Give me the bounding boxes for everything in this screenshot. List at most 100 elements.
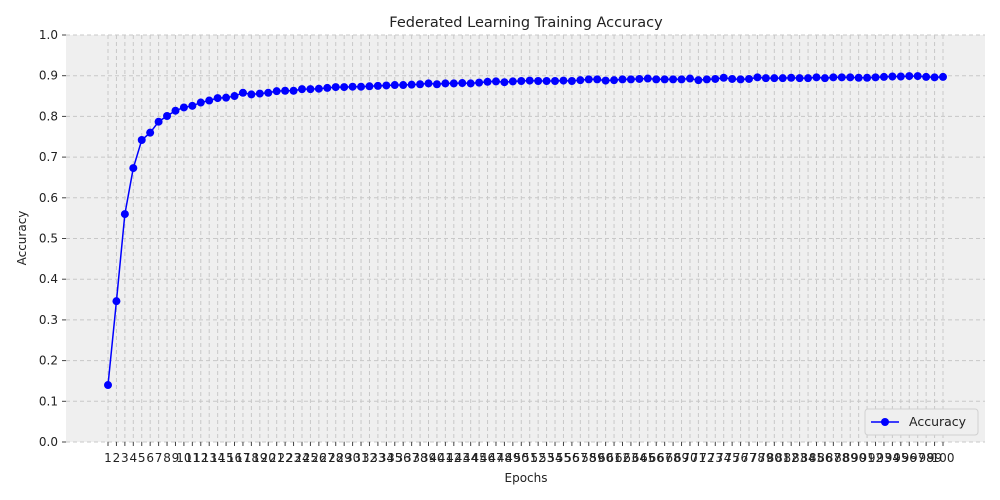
data-point [407,80,416,89]
x-tick-label: 97 [910,451,925,465]
y-tick-labels: 0.0 0.1 0.2 0.3 0.4 0.5 0.6 0.7 0.8 0.9 1.0 [39,28,66,449]
data-point [905,72,914,81]
x-tick-label: 8 [163,451,171,465]
x-tick-label: 83 [792,451,807,465]
data-point [820,74,829,83]
data-point [542,76,551,85]
y-tick-label: 0.9 [39,69,58,83]
data-point [281,86,290,95]
data-point [146,128,155,137]
data-point [517,76,526,85]
data-point [399,81,408,90]
x-tick-label: 3 [121,451,129,465]
accuracy-line [107,75,944,386]
data-point [854,73,863,82]
data-point [660,75,669,84]
x-tick-label: 82 [784,451,799,465]
data-point [551,76,560,85]
data-point [525,76,534,85]
x-tick-label: 81 [775,451,790,465]
data-point [188,101,197,110]
data-point [390,81,399,90]
data-point [129,164,138,173]
data-point [331,83,340,92]
x-tick-label: 34 [379,451,394,465]
x-tick-label: 44 [463,451,478,465]
x-tick-label: 24 [294,451,309,465]
x-tick-label: 23 [286,451,301,465]
data-point [896,72,905,81]
x-tick-label: 72 [699,451,714,465]
data-point [222,93,231,102]
x-tick-label: 86 [817,451,832,465]
data-point [939,72,947,81]
x-tick-label: 54 [547,451,562,465]
legend: Accuracy [864,408,979,436]
data-point [559,76,568,85]
data-point [306,85,315,94]
data-point [812,73,821,82]
x-tick-label: 74 [716,451,731,465]
data-point [154,117,163,126]
x-tick-label: 22 [277,451,292,465]
data-point [913,72,922,81]
x-tick-label: 49 [505,451,520,465]
data-point [618,75,627,84]
data-point [205,96,214,105]
x-tick-label: 70 [682,451,697,465]
data-point [196,98,205,107]
y-tick-label: 0.0 [39,435,58,449]
x-tick-label: 95 [893,451,908,465]
x-tick-label: 1 [104,451,112,465]
x-tick-label: 93 [876,451,891,465]
accuracy-markers [104,72,947,390]
data-point [171,106,180,115]
data-point [930,73,939,82]
legend-box [864,408,979,436]
data-point [264,88,273,97]
x-tick-label: 52 [531,451,546,465]
x-tick-label: 98 [918,451,933,465]
x-tick-label: 96 [902,451,917,465]
x-tick-label: 38 [412,451,427,465]
data-point [576,76,585,85]
x-tick-label: 61 [606,451,621,465]
data-point [728,74,737,83]
data-point [500,78,509,87]
chart-title: Federated Learning Training Accuracy [389,15,663,31]
data-point [694,76,703,85]
y-tick-label: 1.0 [39,28,58,42]
data-point [475,78,484,87]
data-point [567,76,576,85]
data-point [593,75,602,84]
x-tick-label: 84 [800,451,815,465]
x-tick-label: 13 [202,451,217,465]
data-point [357,82,366,91]
x-tick-label: 32 [362,451,377,465]
x-tick-label: 79 [758,451,773,465]
data-point [685,74,694,83]
x-tick-label: 59 [590,451,605,465]
data-point [365,82,374,91]
x-tick-label: 51 [522,451,537,465]
x-tick-label: 89 [843,451,858,465]
y-tick-label: 0.7 [39,150,58,164]
x-tick-label: 46 [480,451,495,465]
x-tick-label: 50 [514,451,529,465]
data-point [871,73,880,82]
x-tick-label: 28 [328,451,343,465]
y-tick-label: 0.5 [39,232,58,246]
data-point [483,77,492,86]
x-tick-label: 87 [826,451,841,465]
x-tick-label: 99 [927,451,942,465]
x-tick-label: 12 [193,451,208,465]
x-tick-label: 31 [353,451,368,465]
y-tick-label: 0.4 [39,272,58,286]
data-point [888,72,897,81]
data-point [669,75,678,84]
data-point [761,74,770,83]
x-tick-label: 20 [261,451,276,465]
data-point [432,80,441,89]
data-point [584,75,593,84]
